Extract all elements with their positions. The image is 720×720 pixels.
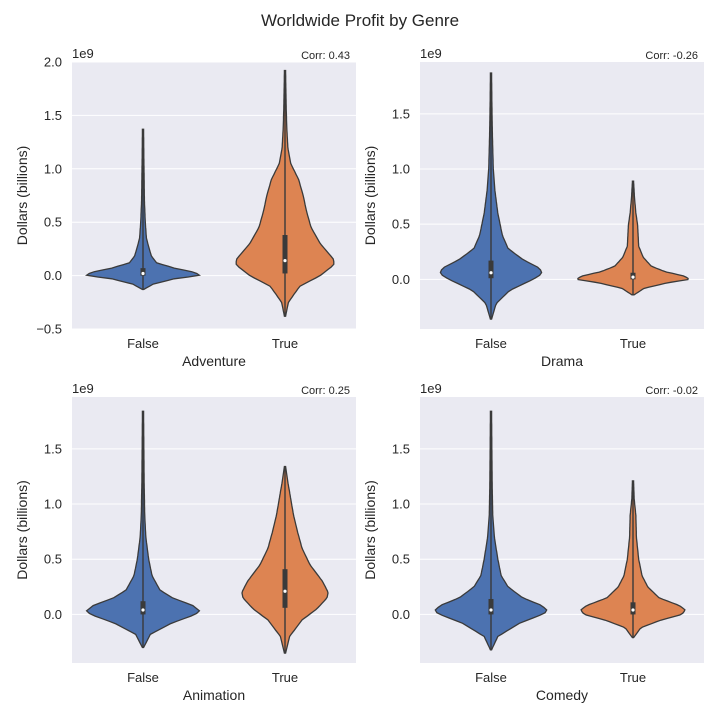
violin-median: [141, 608, 145, 612]
x-axis-label: Animation: [183, 687, 245, 703]
y-tick-label: 1.5: [392, 106, 410, 121]
y-tick-label: 1.0: [44, 161, 62, 176]
y-offset-label: 1e9: [72, 46, 94, 61]
x-axis-label: Adventure: [182, 353, 246, 369]
violin-iqr-box: [140, 601, 146, 615]
violin-median: [631, 275, 635, 279]
x-tick-label: False: [127, 336, 159, 351]
y-tick-label: 0.5: [392, 552, 410, 567]
violin-median: [489, 608, 493, 612]
y-tick-label: 0.5: [392, 217, 410, 232]
x-axis-label: Drama: [541, 353, 583, 369]
violin-median: [489, 271, 493, 275]
figure-title: Worldwide Profit by Genre: [260, 11, 460, 30]
violin-iqr-box: [282, 569, 288, 608]
correlation-label: Corr: 0.25: [301, 385, 350, 397]
plot-area: [72, 62, 356, 329]
y-tick-label: 1.0: [44, 497, 62, 512]
correlation-label: Corr: 0.43: [301, 50, 350, 62]
y-axis-label: Dollars (billions): [14, 480, 30, 580]
violin-iqr-box: [488, 598, 494, 615]
y-tick-label: 1.5: [392, 441, 410, 456]
y-axis-label: Dollars (billions): [14, 146, 30, 246]
y-tick-label: 1.0: [392, 162, 410, 177]
violin-iqr-box: [630, 602, 636, 615]
y-axis-label: Dollars (billions): [362, 146, 378, 246]
x-tick-label: False: [475, 336, 507, 351]
y-axis-label: Dollars (billions): [362, 480, 378, 580]
violin-iqr-box: [282, 235, 288, 274]
violin-iqr-box: [488, 260, 494, 279]
y-offset-label: 1e9: [420, 46, 442, 61]
y-tick-label: 0.0: [44, 607, 62, 622]
violin-iqr-box: [140, 268, 146, 276]
violin-median: [283, 589, 287, 593]
violin-median: [631, 608, 635, 612]
y-offset-label: 1e9: [72, 381, 94, 396]
y-tick-label: 0.5: [44, 215, 62, 230]
violin-median: [283, 259, 287, 263]
x-tick-label: False: [475, 670, 507, 685]
y-tick-label: 1.5: [44, 441, 62, 456]
x-tick-label: False: [127, 670, 159, 685]
y-tick-label: 0.5: [44, 552, 62, 567]
x-tick-label: True: [272, 670, 298, 685]
y-tick-label: 1.0: [392, 497, 410, 512]
y-tick-label: 0.0: [44, 268, 62, 283]
y-offset-label: 1e9: [420, 381, 442, 396]
x-axis-label: Comedy: [536, 687, 588, 703]
violin-median: [141, 271, 145, 276]
correlation-label: Corr: -0.02: [645, 385, 698, 397]
x-tick-label: True: [620, 670, 646, 685]
y-tick-label: 2.0: [44, 55, 62, 70]
y-tick-label: 0.0: [392, 607, 410, 622]
x-tick-label: True: [272, 336, 298, 351]
y-tick-label: 1.5: [44, 108, 62, 123]
y-tick-label: 0.0: [392, 272, 410, 287]
x-tick-label: True: [620, 336, 646, 351]
correlation-label: Corr: -0.26: [645, 50, 698, 62]
y-tick-label: −0.5: [36, 322, 62, 337]
